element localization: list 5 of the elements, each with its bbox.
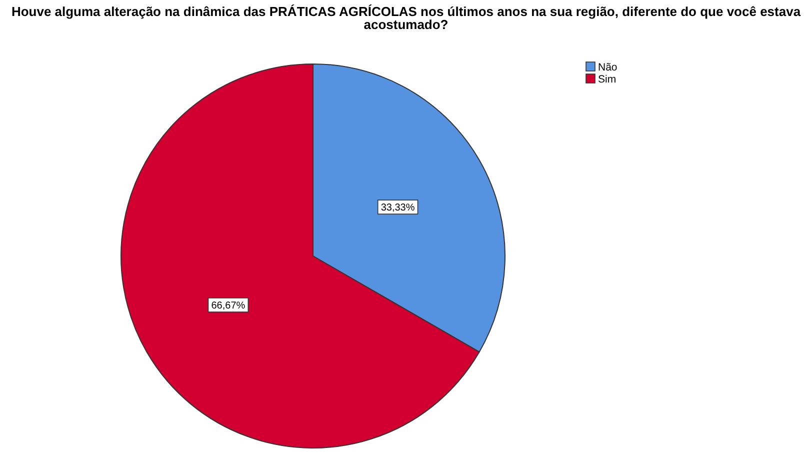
data-label: 33,33% (380, 202, 415, 214)
chart-title: Houve alguma alteração na dinâmica das PRÁTICAS AGRÍCOLAS nos últimos anos na sua região, diferente do que você estava acostumado? (11, 4, 802, 32)
legend-label: Não (598, 62, 618, 74)
legend-label: Sim (598, 74, 616, 86)
data-label: 66,67% (211, 300, 246, 312)
